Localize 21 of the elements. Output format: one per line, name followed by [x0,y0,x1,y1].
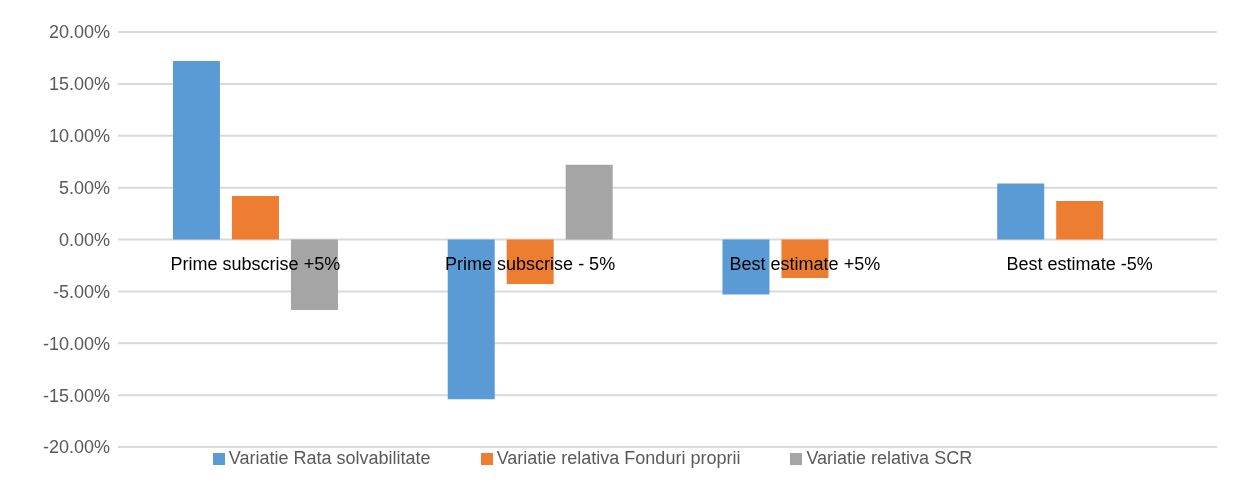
y-tick-label: -10.00% [42,333,110,354]
legend-label: Variatie relativa SCR [806,448,973,468]
y-tick-label: 0.00% [58,229,110,250]
y-tick-label: 15.00% [48,74,110,95]
legend-label: Variatie Rata solvabilitate [228,448,431,468]
y-tick-label: -15.00% [42,385,110,406]
bar [722,239,770,295]
legend-label: Variatie relativa Fonduri proprii [496,448,741,468]
y-tick-label: -5.00% [52,281,110,302]
y-tick-label: 5.00% [58,178,110,199]
bar [1056,201,1104,240]
bar [997,183,1045,240]
bar [231,195,279,240]
bar [565,164,613,240]
y-tick-label: 20.00% [48,22,110,43]
bar [447,239,495,400]
x-tick-label: Best estimate -5% [1006,253,1153,274]
bar [172,61,220,240]
y-tick-label: -20.00% [42,437,110,458]
x-tick-label: Prime subscrise +5% [170,253,341,274]
y-tick-label: 10.00% [48,126,110,147]
